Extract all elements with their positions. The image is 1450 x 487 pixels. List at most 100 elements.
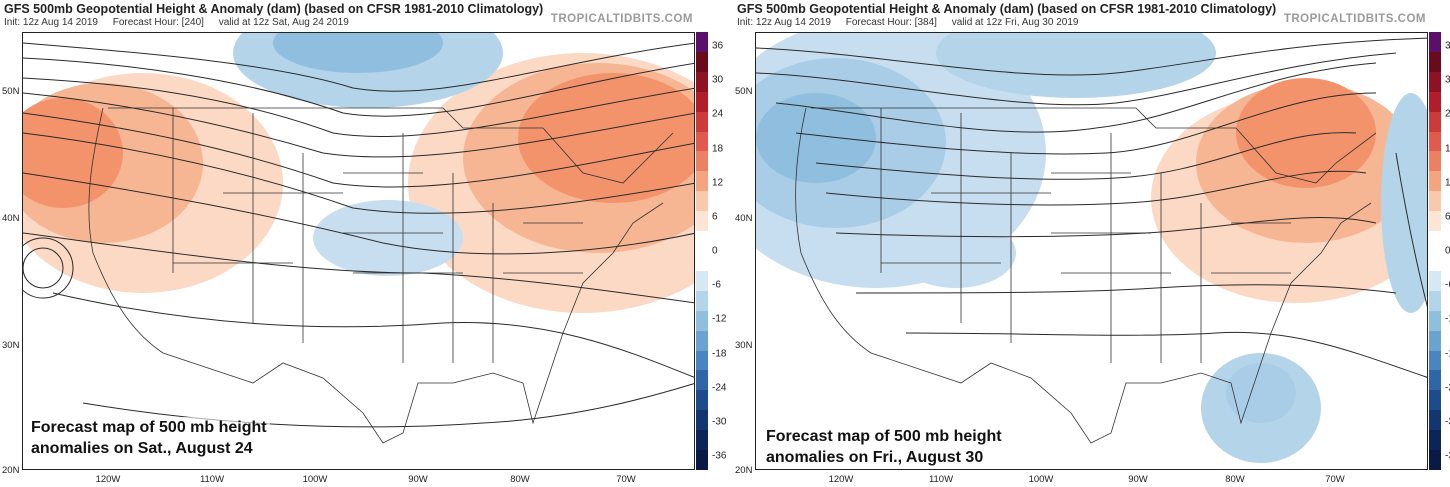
map-canvas: [23, 33, 694, 444]
colorbar-segment: [696, 91, 708, 113]
colorbar-tick-label: 24: [712, 108, 724, 120]
valid-time: valid at 12z Sat, Aug 24 2019: [218, 17, 349, 28]
colorbar-segment: [696, 32, 708, 53]
colorbar-segment: [696, 231, 708, 252]
map-canvas: [756, 33, 1427, 463]
colorbar-tick-label: 12: [712, 177, 724, 189]
lon-label: 90W: [1128, 474, 1148, 485]
colorbar-tick-label: -18: [712, 348, 727, 359]
lon-label: 110W: [928, 474, 954, 485]
colorbar-segment: [696, 171, 708, 192]
colorbar-tick-label: -18: [1445, 348, 1450, 359]
colorbar-tick-label: -24: [712, 382, 727, 394]
colorbar-tick-label: 18: [712, 143, 724, 154]
lat-label: 40N: [2, 213, 20, 224]
brand-watermark: TROPICALTIDBITS.COM: [1283, 13, 1426, 25]
colorbar-segment: [696, 51, 708, 73]
caption-line: anomalies on Fri., August 30: [766, 449, 984, 466]
colorbar-tick-label: 30: [1445, 74, 1450, 86]
colorbar-segment: [1429, 310, 1441, 332]
colorbar-segment: [1429, 91, 1441, 113]
map-caption: Forecast map of 500 mb height anomalies …: [763, 426, 1005, 468]
colorbar-segment: [696, 71, 708, 93]
colorbar-segment: [1429, 330, 1441, 352]
colorbar-tick-label: 18: [1445, 143, 1450, 154]
colorbar-segment: [696, 390, 708, 411]
lat-label: 40N: [735, 213, 753, 224]
lon-label: 70W: [1325, 474, 1345, 485]
lat-label: 50N: [2, 86, 20, 97]
caption-line: anomalies on Sat., August 24: [31, 440, 253, 457]
colorbar-tick-label: -12: [712, 313, 727, 325]
anomaly-map: [755, 32, 1428, 470]
colorbar-segment: [696, 430, 708, 451]
colorbar-segment: [696, 111, 708, 133]
colorbar-tick-label: 6: [712, 211, 718, 223]
lon-label: 80W: [510, 474, 530, 485]
lon-label: 70W: [616, 474, 636, 485]
colorbar-tick-label: 24: [1445, 108, 1450, 120]
lon-label: 80W: [1225, 474, 1245, 485]
lat-label: 20N: [735, 465, 753, 476]
colorbar-tick-label: -6: [712, 279, 721, 291]
colorbar-segment: [696, 450, 708, 471]
colorbar-tick-label: 36: [1445, 40, 1450, 52]
colorbar-segment: [1429, 370, 1441, 391]
colorbar-segment: [696, 131, 708, 152]
positive-anomaly-east: [408, 53, 694, 313]
caption-line: Forecast map of 500 mb height: [31, 419, 267, 436]
map-subtitle: Init: 12z Aug 14 2019 Forecast Hour: [24…: [4, 17, 361, 28]
lat-label: 50N: [735, 86, 753, 97]
colorbar-segment: [1429, 450, 1441, 471]
colorbar-segment: [696, 191, 708, 212]
map-caption: Forecast map of 500 mb height anomalies …: [28, 417, 270, 459]
lon-label: 120W: [828, 474, 854, 485]
colorbar-segment: [1429, 111, 1441, 133]
lon-label: 100W: [1028, 474, 1054, 485]
colorbar-segment: [696, 270, 708, 292]
colorbar-segment: [696, 211, 708, 232]
colorbar-segment: [1429, 350, 1441, 371]
colorbar-segment: [1429, 251, 1441, 272]
positive-anomaly-east: [1151, 78, 1427, 303]
lon-label: 90W: [408, 474, 428, 485]
colorbar-segment: [1429, 430, 1441, 451]
colorbar-tick-label: -12: [1445, 313, 1450, 325]
height-contours: [756, 37, 1427, 378]
colorbar-tick-label: -36: [1445, 450, 1450, 462]
map-title: GFS 500mb Geopotential Height & Anomaly …: [737, 2, 1277, 16]
colorbar-tick-label: 12: [1445, 177, 1450, 189]
colorbar-segment: [1429, 151, 1441, 172]
colorbar-tick-label: 0: [712, 245, 718, 257]
lat-label: 30N: [735, 340, 753, 351]
colorbar-segment: [696, 350, 708, 371]
colorbar-segment: [1429, 211, 1441, 232]
colorbar-segment: [1429, 410, 1441, 431]
colorbar-segment: [1429, 71, 1441, 93]
colorbar-segment: [696, 370, 708, 391]
colorbar-segment: [696, 330, 708, 352]
map-subtitle: Init: 12z Aug 14 2019 Forecast Hour: [38…: [737, 17, 1090, 28]
forecast-hour: Forecast Hour: [384]: [845, 17, 937, 28]
lon-label: 120W: [95, 474, 121, 485]
colorbar-segment: [1429, 191, 1441, 212]
lat-label: 20N: [2, 465, 20, 476]
colorbar-tick-label: 6: [1445, 211, 1450, 223]
lon-label: 100W: [302, 474, 328, 485]
colorbar-tick-label: -30: [712, 416, 727, 428]
init-time: Init: 12z Aug 14 2019: [737, 17, 831, 28]
colorbar-segment: [696, 251, 708, 272]
map-panel-aug-24: GFS 500mb Geopotential Height & Anomaly …: [2, 2, 727, 485]
colorbar-tick-label: 36: [712, 40, 724, 52]
colorbar-segment: [1429, 390, 1441, 411]
map-panel-aug-30: GFS 500mb Geopotential Height & Anomaly …: [733, 0, 1450, 487]
colorbar-segment: [1429, 171, 1441, 192]
colorbar-tick-label: -36: [712, 450, 727, 462]
anomaly-colorbar: [1429, 32, 1441, 471]
init-time: Init: 12z Aug 14 2019: [4, 17, 98, 28]
lat-label: 30N: [2, 340, 20, 351]
positive-anomaly-west: [23, 73, 283, 293]
colorbar-segment: [696, 410, 708, 431]
negative-anomaly-central: [313, 200, 463, 276]
colorbar-segment: [1429, 131, 1441, 152]
